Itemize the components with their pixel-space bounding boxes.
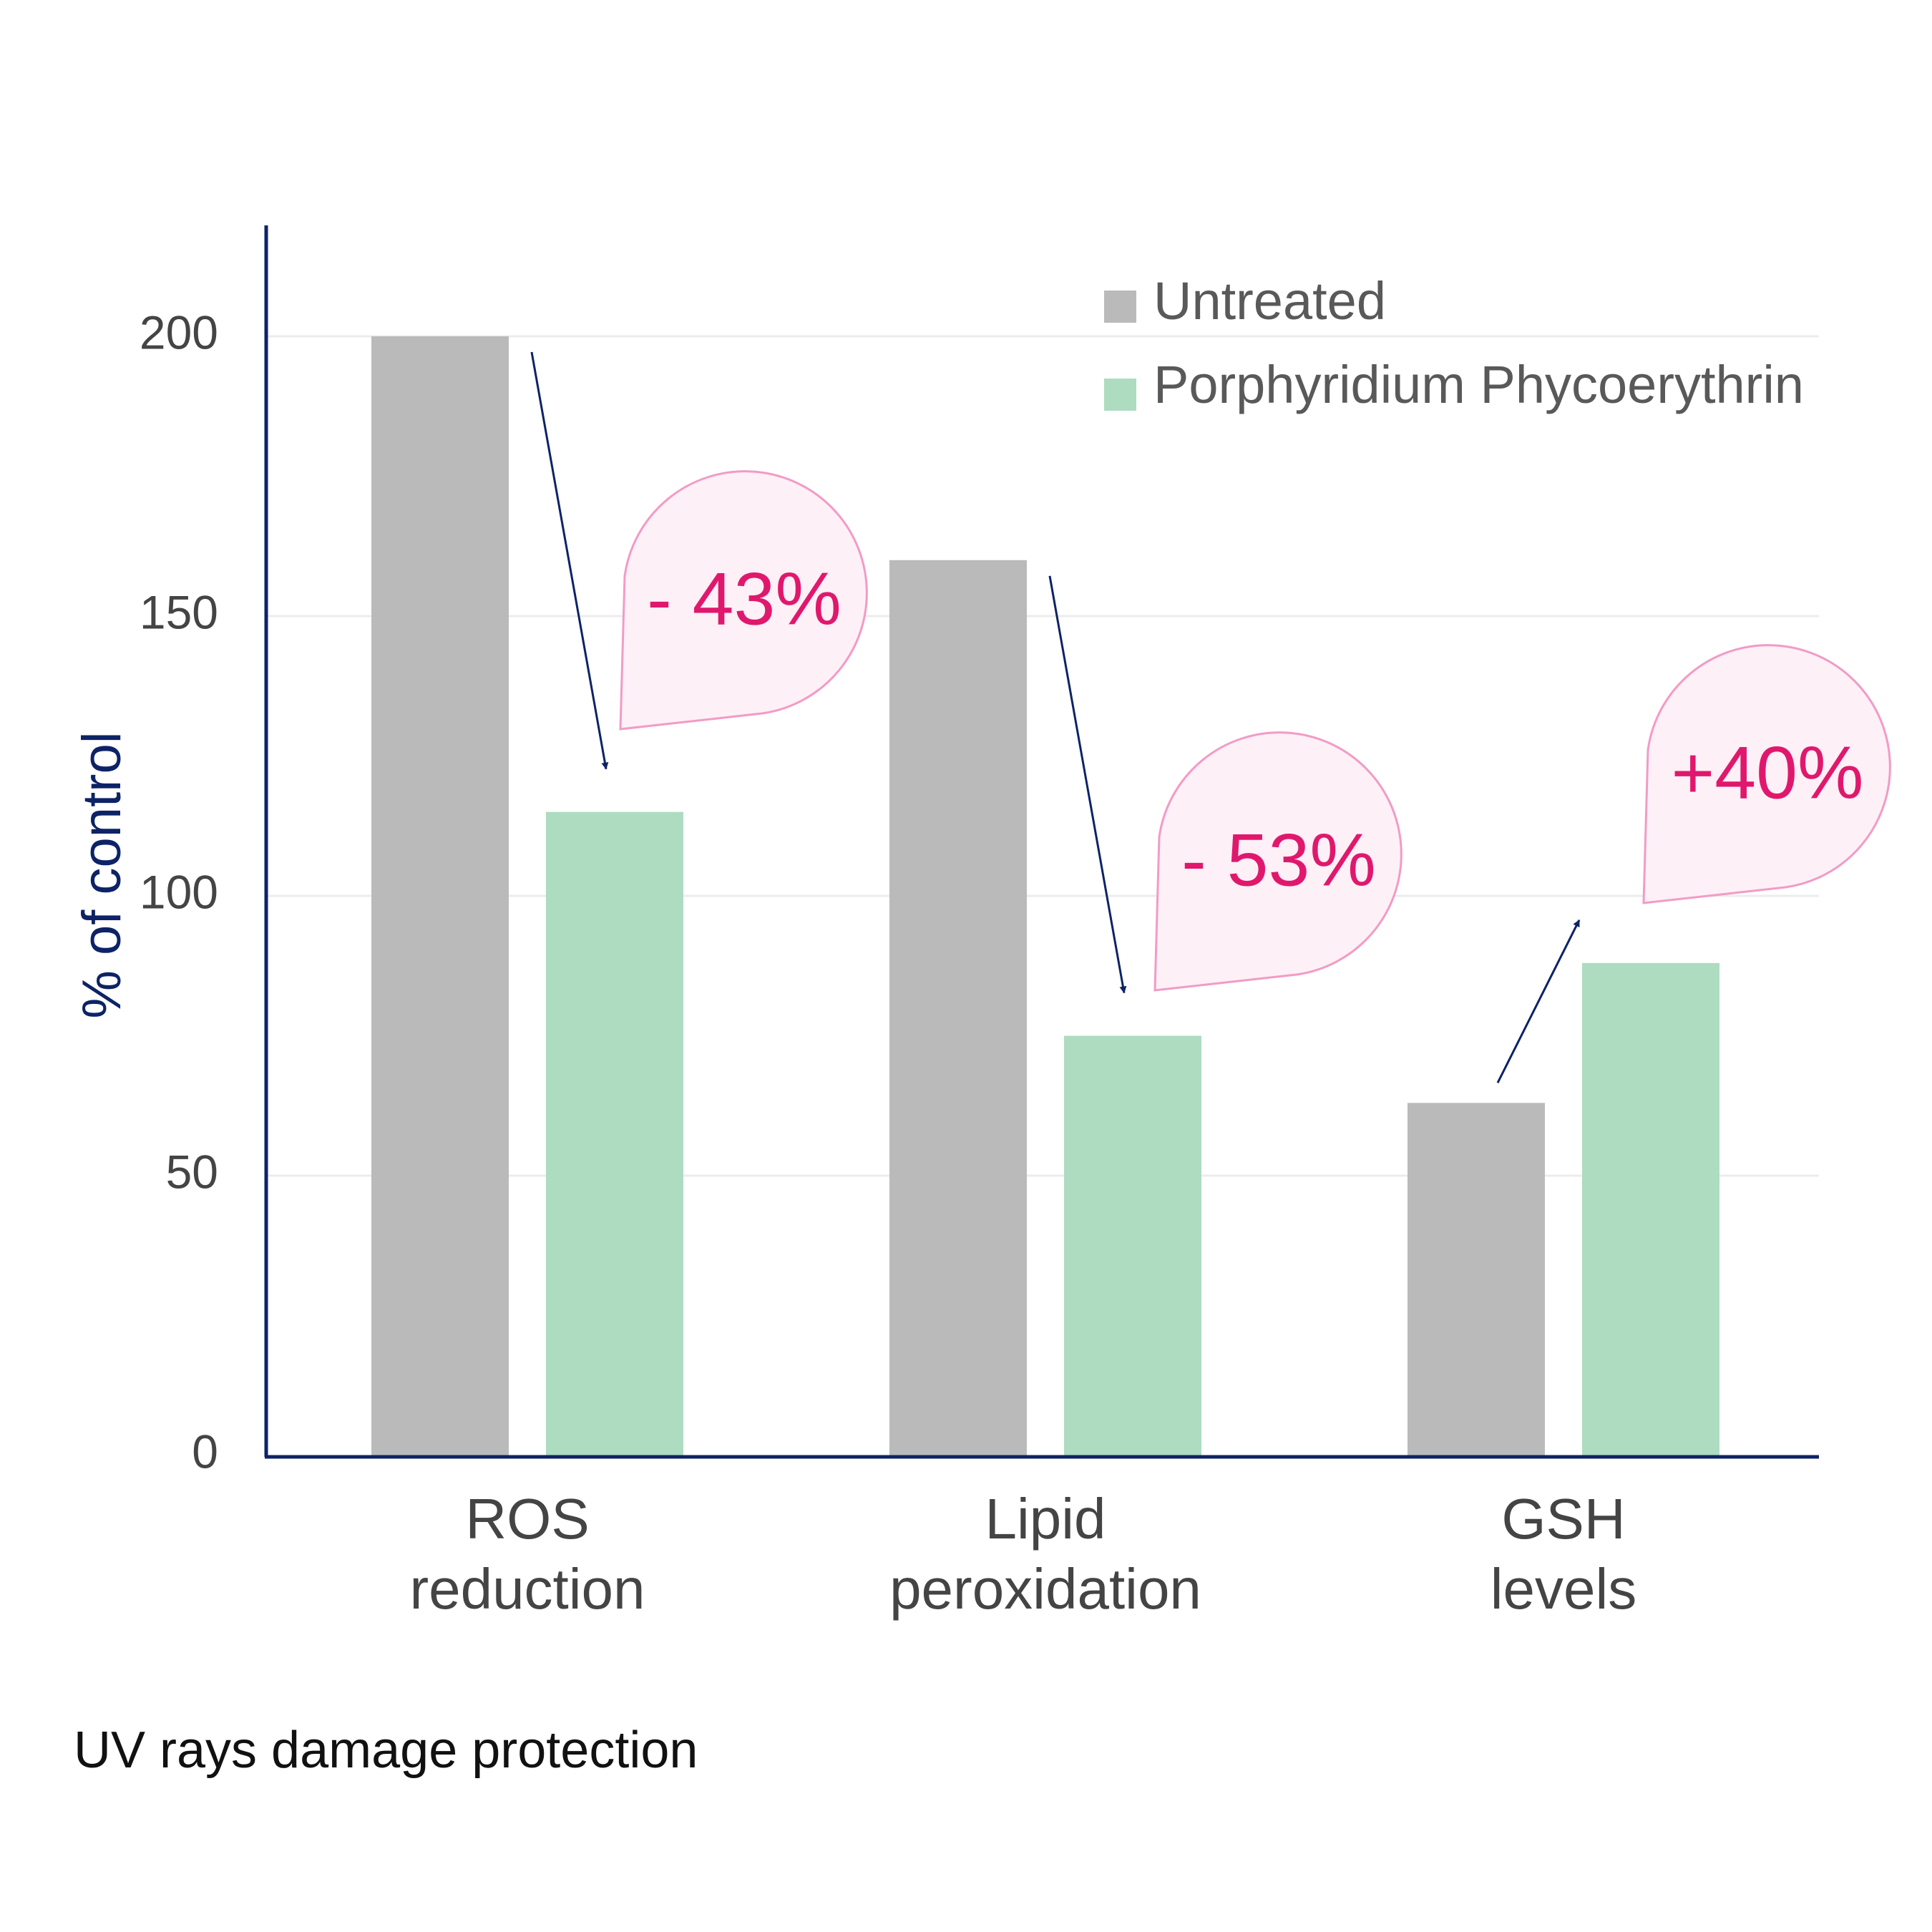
x-category-label: Lipid	[985, 1487, 1106, 1551]
bar-untreated	[889, 560, 1027, 1455]
y-axis-label: % of control	[72, 731, 132, 1018]
percent-callout: - 53%	[1153, 731, 1402, 992]
gridlines	[266, 335, 1819, 1177]
bar-treated	[1582, 962, 1719, 1455]
bar-treated	[1064, 1035, 1201, 1455]
callout-bubble	[619, 470, 868, 731]
bar-untreated	[371, 336, 509, 1455]
callout-label: +40%	[1672, 731, 1864, 814]
bar-treated	[546, 811, 683, 1455]
legend-label-treated: Porphyridium Phycoerythrin	[1153, 355, 1804, 414]
percent-callout: +40%	[1642, 644, 1891, 904]
axes	[264, 225, 1819, 1459]
x-category-label: GSH	[1501, 1487, 1625, 1551]
change-arrow	[1048, 575, 1127, 994]
y-tick-label: 200	[140, 306, 218, 358]
callout-bubble	[1642, 644, 1891, 904]
y-tick-label: 150	[140, 585, 218, 638]
legend-swatch-treated	[1104, 379, 1136, 411]
legend: Untreated Porphyridium Phycoerythrin	[1104, 271, 1804, 414]
callout-bubble	[1153, 731, 1402, 992]
x-category-label: reduction	[409, 1557, 645, 1621]
chart-caption: UV rays damage protection	[74, 1722, 698, 1779]
y-tick-labels: 0 50 100 150 200	[140, 306, 218, 1478]
x-category-label: levels	[1491, 1557, 1637, 1621]
percent-callout: - 43%	[619, 470, 868, 731]
percent-callouts: - 43% - 53% +40%	[619, 470, 1891, 992]
x-category-label: ROS	[465, 1487, 589, 1551]
y-tick-label: 0	[192, 1425, 218, 1478]
callout-label: - 53%	[1181, 819, 1376, 902]
y-tick-label: 100	[140, 865, 218, 918]
change-arrow	[1496, 919, 1581, 1084]
change-arrows	[530, 351, 1581, 1084]
callout-label: - 43%	[647, 557, 841, 640]
bars	[371, 336, 1719, 1455]
change-arrow	[530, 351, 609, 770]
x-category-label: peroxidation	[889, 1557, 1201, 1621]
bar-untreated	[1407, 1103, 1545, 1455]
legend-label-untreated: Untreated	[1153, 271, 1386, 331]
legend-swatch-untreated	[1104, 291, 1136, 323]
y-tick-label: 50	[166, 1145, 218, 1198]
